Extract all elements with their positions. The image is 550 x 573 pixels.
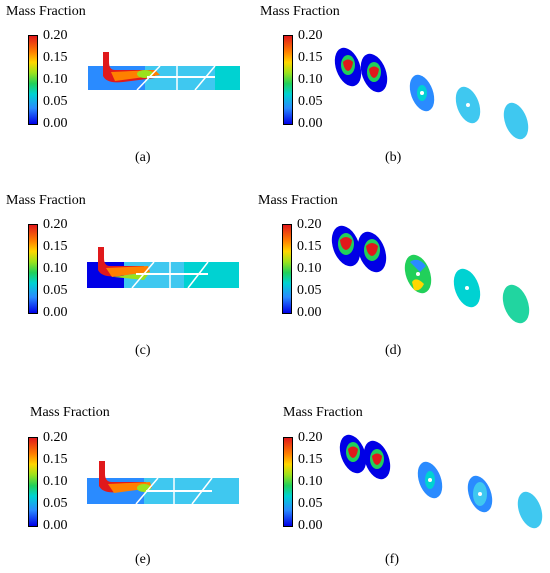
tick-label: 0.10 xyxy=(43,261,68,276)
colorbar xyxy=(283,437,293,527)
tick-label: 0.05 xyxy=(43,283,68,298)
colorbar xyxy=(28,437,38,527)
channel-contour xyxy=(87,247,239,289)
tick-label: 0.15 xyxy=(297,239,322,254)
colorbar xyxy=(283,35,293,125)
tick-label: 0.00 xyxy=(298,518,323,533)
tick-label: 0.15 xyxy=(43,50,68,65)
caption-f: (f) xyxy=(385,552,399,567)
tick-label: 0.15 xyxy=(298,50,323,65)
tick-label: 0.05 xyxy=(43,496,68,511)
tick-label: 0.15 xyxy=(43,239,68,254)
legend-title: Mass Fraction xyxy=(6,4,86,19)
caption-c: (c) xyxy=(135,343,151,358)
caption-a: (a) xyxy=(135,150,151,165)
tick-label: 0.20 xyxy=(43,28,68,43)
tick-label: 0.15 xyxy=(43,452,68,467)
tick-label: 0.10 xyxy=(298,474,323,489)
legend-title: Mass Fraction xyxy=(283,405,363,420)
tick-label: 0.05 xyxy=(298,94,323,109)
tick-label: 0.20 xyxy=(298,430,323,445)
tick-label: 0.10 xyxy=(297,261,322,276)
legend-title: Mass Fraction xyxy=(30,405,110,420)
tick-label: 0.20 xyxy=(298,28,323,43)
channel-contour xyxy=(88,52,240,91)
tick-label: 0.10 xyxy=(43,474,68,489)
legend-title: Mass Fraction xyxy=(260,4,340,19)
tick-label: 0.00 xyxy=(297,305,322,320)
tick-label: 0.00 xyxy=(43,116,68,131)
tick-label: 0.00 xyxy=(43,518,68,533)
colorbar xyxy=(28,224,38,314)
colorbar xyxy=(28,35,38,125)
legend-title: Mass Fraction xyxy=(258,193,338,208)
caption-b: (b) xyxy=(385,150,402,165)
tick-label: 0.05 xyxy=(43,94,68,109)
cross-section-discs xyxy=(339,434,543,529)
tick-label: 0.20 xyxy=(43,217,68,232)
tick-label: 0.10 xyxy=(298,72,323,87)
cross-section-discs xyxy=(334,47,529,140)
channel-contour xyxy=(87,461,239,505)
tick-label: 0.00 xyxy=(298,116,323,131)
tick-label: 0.05 xyxy=(298,496,323,511)
tick-label: 0.20 xyxy=(43,430,68,445)
caption-d: (d) xyxy=(385,343,402,358)
caption-e: (e) xyxy=(135,552,151,567)
tick-label: 0.15 xyxy=(298,452,323,467)
tick-label: 0.20 xyxy=(297,217,322,232)
tick-label: 0.05 xyxy=(297,283,322,298)
colorbar xyxy=(282,224,292,314)
cross-section-discs xyxy=(331,225,530,324)
legend-title: Mass Fraction xyxy=(6,193,86,208)
tick-label: 0.10 xyxy=(43,72,68,87)
tick-label: 0.00 xyxy=(43,305,68,320)
